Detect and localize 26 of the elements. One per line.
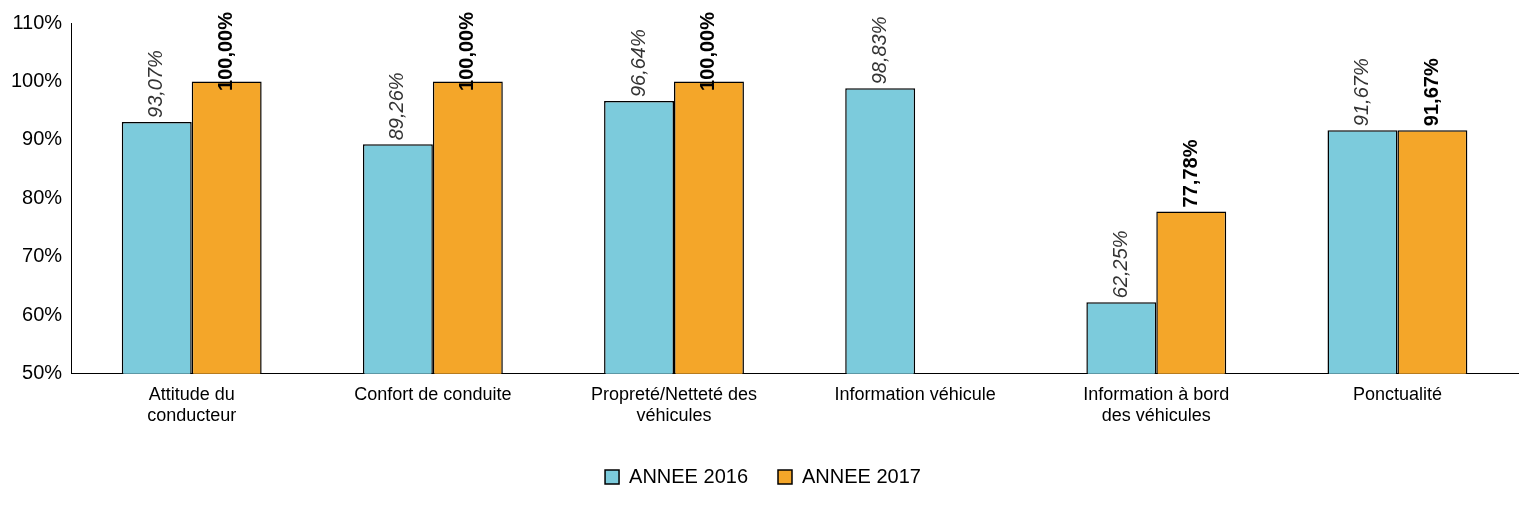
data-label: 96,64% [626,29,649,98]
y-tick-label: 70% [22,244,63,267]
x-tick-label: Information à bord des véhicules [1083,383,1230,426]
x-tick-label: Confort de conduite [354,383,512,404]
data-label: 93,07% [144,50,167,118]
legend-label: ANNEE 2016 [629,464,749,487]
y-tick-label: 90% [22,127,63,150]
x-tick-label: Propreté/Netteté des véhicules [590,383,758,426]
y-tick-label: 60% [22,302,63,325]
data-label: 77,78% [1178,139,1201,208]
data-label: 100,00% [214,11,237,91]
data-label: 100,00% [696,11,719,91]
data-label: 91,67% [1350,58,1373,127]
data-label: 91,67% [1419,58,1442,127]
data-label: 62,25% [1108,230,1131,299]
x-tick-label: Information véhicule [834,383,996,404]
y-tick-label: 80% [22,185,63,208]
x-tick-label: Attitude du conducteur [147,383,237,426]
y-tick-label: 50% [22,361,63,384]
data-label: 100,00% [455,11,478,91]
x-tick-label: Ponctualité [1352,383,1442,404]
y-tick-label: 110% [12,10,63,33]
legend-label: ANNEE 2017 [802,464,921,487]
data-label: 89,26% [385,72,408,141]
data-label: 98,83% [867,16,890,85]
y-tick-label: 100% [11,68,63,91]
